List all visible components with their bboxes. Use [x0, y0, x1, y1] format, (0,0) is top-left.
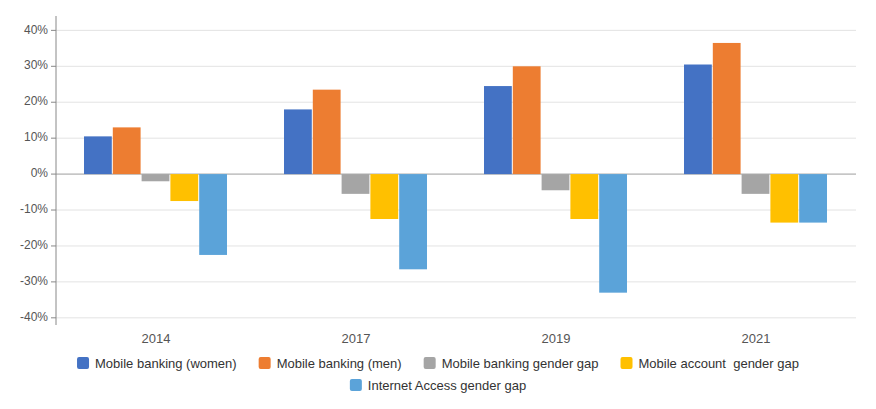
legend-item: Mobile banking gender gap — [424, 356, 599, 371]
y-tick-label: 20% — [24, 94, 48, 108]
legend-swatch — [259, 357, 271, 369]
bar — [142, 174, 170, 181]
bar — [513, 66, 541, 174]
grid — [56, 30, 856, 317]
x-tick-label: 2019 — [542, 331, 571, 346]
legend-label: Mobile banking (men) — [277, 356, 402, 371]
grid-line — [56, 30, 856, 31]
y-tick-label: -10% — [20, 202, 48, 216]
legend-swatch — [350, 379, 362, 391]
bar — [370, 174, 398, 219]
bar — [570, 174, 598, 219]
bar — [399, 174, 427, 269]
x-tick-label: 2017 — [342, 331, 371, 346]
bar — [342, 174, 370, 194]
y-tick — [51, 245, 56, 246]
bar — [684, 65, 712, 175]
y-axis: -40% -30% -20% -10% 0% 10% 20% 30% 40% — [20, 16, 56, 325]
legend-label: Internet Access gender gap — [368, 378, 526, 393]
y-tick — [51, 317, 56, 318]
legend-item: Internet Access gender gap — [350, 378, 526, 393]
bar — [170, 174, 198, 201]
bar — [313, 90, 341, 174]
y-tick — [51, 210, 56, 211]
legend-label: Mobile account gender gap — [639, 356, 799, 371]
legend-label: Mobile banking (women) — [95, 356, 237, 371]
x-tick-label: 2014 — [142, 331, 171, 346]
y-tick-label: -20% — [20, 238, 48, 252]
legend-swatch — [621, 357, 633, 369]
y-tick — [51, 138, 56, 139]
x-tick-label: 2021 — [742, 331, 771, 346]
legend-item: Mobile banking (men) — [259, 356, 402, 371]
y-tick-label: 30% — [24, 58, 48, 72]
y-tick — [51, 30, 56, 31]
y-tick-label: 10% — [24, 130, 48, 144]
legend-item: Mobile account gender gap — [621, 356, 799, 371]
bar — [199, 174, 227, 255]
y-tick — [51, 281, 56, 282]
y-tick — [51, 174, 56, 175]
grid-line — [56, 210, 856, 211]
bar — [599, 174, 627, 293]
legend-label: Mobile banking gender gap — [442, 356, 599, 371]
legend-swatch — [424, 357, 436, 369]
grid-line — [56, 317, 856, 318]
y-tick — [51, 102, 56, 103]
bars — [84, 43, 827, 293]
bar — [542, 174, 570, 190]
bar — [484, 86, 512, 174]
bar — [799, 174, 827, 223]
bar — [113, 127, 141, 174]
grid-line — [56, 281, 856, 282]
y-tick-label: 0% — [31, 166, 49, 180]
bar — [84, 136, 112, 174]
y-tick-label: -40% — [20, 310, 48, 324]
bar — [742, 174, 770, 194]
x-axis: 2014 2017 2019 2021 — [142, 331, 771, 346]
grid-line — [56, 245, 856, 246]
y-tick — [51, 66, 56, 67]
bar — [713, 43, 741, 174]
legend: Mobile banking (women) Mobile banking (me… — [77, 356, 799, 393]
chart: Mobile banking (women) Mobile banking (me… — [0, 0, 876, 409]
y-axis-line — [56, 16, 57, 325]
y-tick-label: -30% — [20, 274, 48, 288]
y-tick-label: 40% — [24, 23, 48, 37]
legend-item: Mobile banking (women) — [77, 356, 237, 371]
legend-swatch — [77, 357, 89, 369]
bar — [770, 174, 798, 223]
bar — [284, 109, 312, 174]
